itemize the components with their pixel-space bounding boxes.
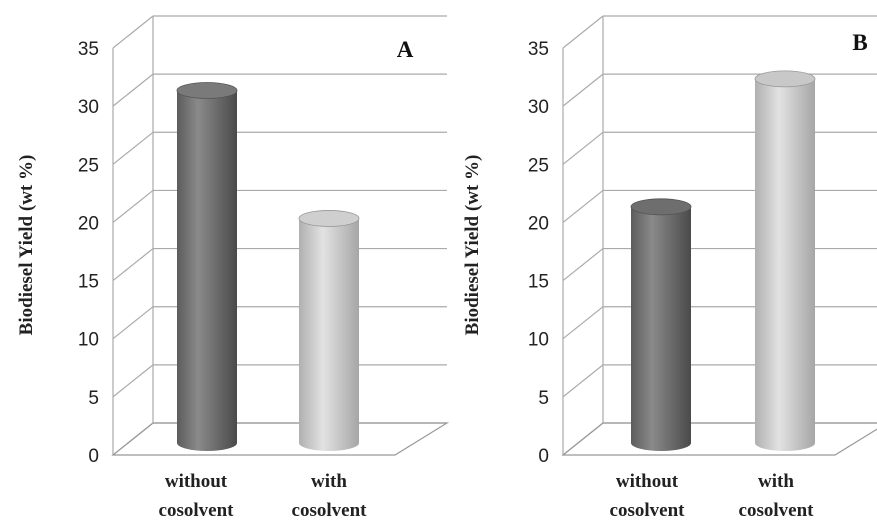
bar-top: [176, 82, 238, 99]
y-tick-label: 25: [78, 155, 99, 176]
bar-top: [754, 70, 816, 88]
x-category-label: cosolvent: [739, 500, 815, 521]
bar-body: [631, 206, 691, 451]
y-tick-label: 5: [88, 388, 99, 409]
y-axis-title: Biodiesel Yield (wt %): [16, 155, 37, 336]
gridline-diagonal: [562, 73, 604, 107]
y-tick-label: 10: [78, 330, 99, 351]
x-category-label: with: [311, 471, 347, 492]
gridline-diagonal: [112, 364, 154, 398]
x-category-label: without: [165, 471, 228, 492]
chart-floor: [111, 422, 450, 456]
x-category-label: cosolvent: [159, 500, 235, 521]
y-tick-label: 25: [528, 155, 549, 176]
bar-top: [630, 198, 692, 216]
y-tick-label: 0: [538, 446, 549, 467]
gridline-diagonal: [562, 189, 604, 223]
y-tick-label: 15: [528, 272, 549, 293]
y-tick-label: 35: [78, 39, 99, 60]
gridline-diagonal: [112, 189, 154, 223]
bar-with-cosolvent: [298, 210, 360, 451]
panel-label: B: [852, 30, 867, 55]
bar-with-cosolvent: [754, 70, 816, 451]
gridline-diagonal: [112, 306, 154, 340]
x-category-label: cosolvent: [292, 500, 368, 521]
gridline-diagonal: [562, 364, 604, 398]
gridline-diagonal: [112, 131, 154, 165]
x-category-label: with: [758, 471, 794, 492]
gridline-diagonal: [112, 248, 154, 282]
panel-label: A: [397, 37, 414, 62]
y-tick-label: 5: [538, 388, 549, 409]
bar-top: [298, 210, 360, 227]
bar-body: [755, 78, 815, 451]
y-tick-label: 10: [528, 330, 549, 351]
y-tick-label: 0: [88, 446, 99, 467]
bar-without-cosolvent: [176, 82, 238, 451]
y-tick-label: 30: [528, 97, 549, 118]
gridline-diagonal: [562, 248, 604, 282]
chart-floor: [561, 422, 877, 456]
x-category-label: without: [616, 471, 679, 492]
y-axis-title: Biodiesel Yield (wt %): [462, 155, 483, 336]
y-tick-label: 30: [78, 97, 99, 118]
x-category-label: cosolvent: [610, 500, 686, 521]
gridline-diagonal: [112, 15, 154, 49]
gridline-diagonal: [562, 15, 604, 49]
chart-panel-b: 0 5 10 15 20 25 30 35 without cosolvent with cosolv…: [462, 15, 877, 521]
gridline-diagonal: [562, 306, 604, 340]
y-tick-label: 35: [528, 39, 549, 60]
chart-panel-a: 0 5 10 15 20 25 30 35 without cosolvent with cosolv…: [16, 15, 450, 521]
bar-body: [177, 90, 237, 451]
y-tick-label: 15: [78, 272, 99, 293]
gridline-diagonal: [562, 131, 604, 165]
bar-body: [299, 218, 359, 451]
y-tick-label: 20: [528, 213, 549, 234]
y-tick-label: 20: [78, 213, 99, 234]
gridline-diagonal: [112, 73, 154, 107]
bar-without-cosolvent: [630, 198, 692, 451]
